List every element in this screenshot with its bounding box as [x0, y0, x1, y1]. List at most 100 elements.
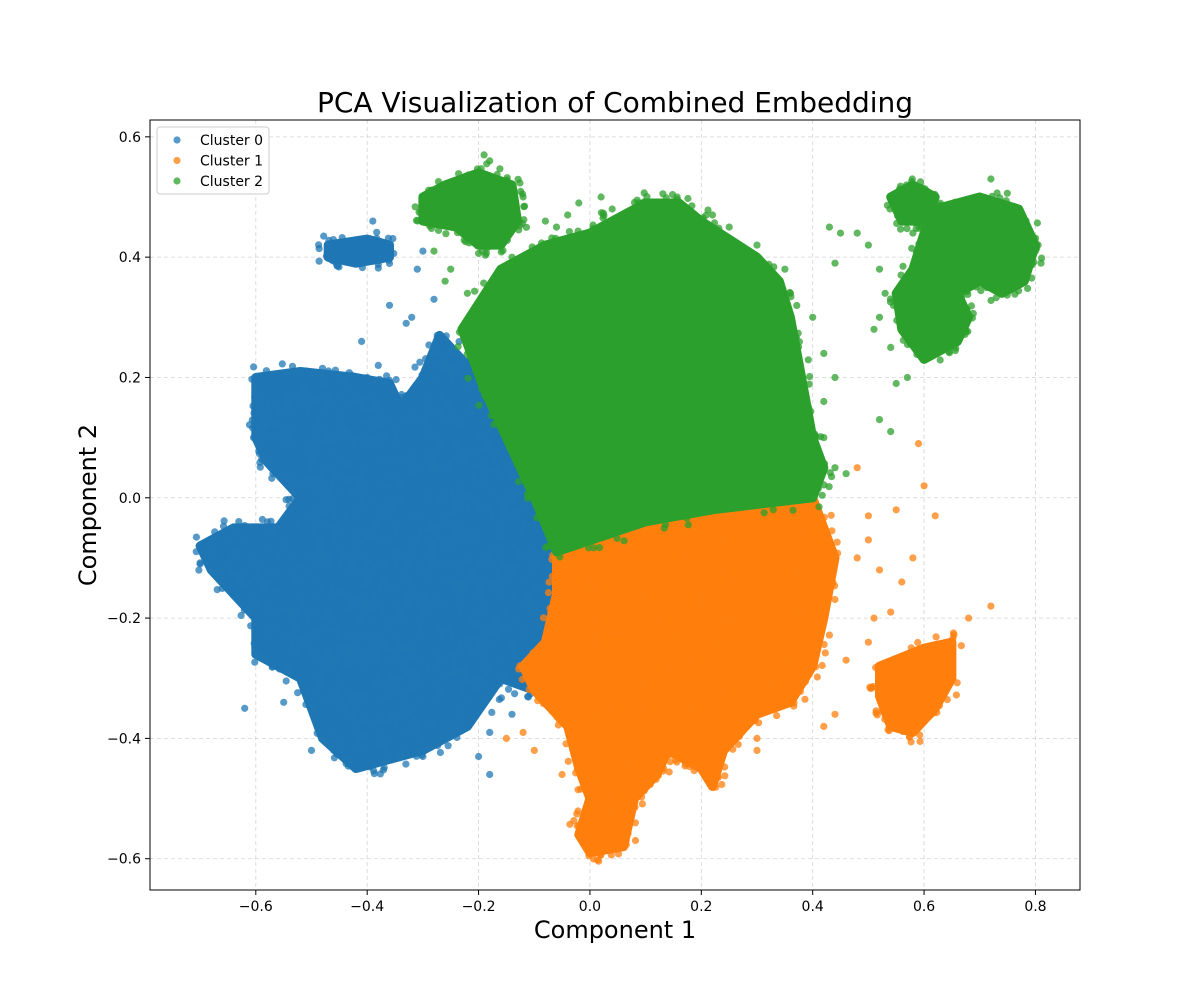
data-point: [332, 568, 340, 576]
data-point: [440, 349, 448, 357]
data-point: [525, 579, 534, 587]
data-point: [506, 675, 514, 683]
data-point: [351, 680, 359, 688]
data-point: [358, 577, 366, 585]
data-point: [472, 693, 480, 702]
data-point: [610, 720, 618, 728]
data-point: [401, 513, 409, 521]
data-point: [377, 470, 385, 478]
data-point: [373, 667, 382, 675]
data-point: [445, 501, 454, 509]
data-point: [369, 510, 377, 518]
data-point: [322, 730, 330, 738]
data-point: [721, 715, 729, 723]
data-point: [426, 403, 434, 411]
data-point: [384, 234, 392, 242]
data-point: [384, 611, 392, 619]
data-point: [275, 522, 283, 530]
data-point: [400, 444, 408, 452]
data-point: [515, 596, 523, 604]
data-point: [380, 509, 388, 517]
data-point: [256, 443, 264, 451]
data-point: [805, 578, 813, 587]
data-point: [196, 560, 204, 568]
data-point: [280, 420, 289, 428]
data-point: [364, 525, 372, 533]
data-point: [343, 655, 351, 664]
data-point: [627, 678, 635, 686]
data-point: [408, 550, 416, 558]
data-point: [500, 599, 508, 607]
data-point: [392, 707, 401, 715]
data-point: [278, 458, 286, 466]
data-point: [456, 694, 464, 702]
data-point: [289, 436, 297, 444]
data-point: [700, 613, 708, 621]
data-point: [387, 554, 395, 562]
data-point: [467, 639, 475, 647]
data-point: [296, 475, 304, 483]
data-point: [303, 393, 311, 401]
data-point: [215, 538, 223, 546]
data-point: [374, 392, 382, 400]
data-point: [409, 557, 417, 566]
data-point: [438, 712, 446, 720]
data-point: [439, 729, 447, 737]
data-point: [617, 736, 625, 745]
data-point: [358, 337, 366, 345]
data-point: [308, 432, 316, 440]
data-point: [318, 402, 326, 410]
data-point: [262, 367, 270, 375]
data-point: [471, 386, 480, 394]
data-point: [297, 546, 305, 554]
data-point: [530, 626, 538, 634]
data-point: [495, 457, 503, 465]
data-point: [384, 722, 392, 730]
data-point: [432, 413, 440, 421]
data-point: [315, 245, 323, 253]
data-point: [364, 710, 372, 719]
data-point: [266, 535, 274, 543]
data-point: [299, 672, 307, 681]
data-point: [241, 522, 249, 530]
data-point: [357, 695, 366, 703]
data-point: [417, 646, 425, 655]
data-point: [452, 605, 460, 613]
data-point: [404, 747, 412, 755]
data-point: [669, 626, 677, 634]
data-point: [348, 372, 356, 380]
data-point: [215, 573, 223, 581]
data-point: [363, 624, 371, 633]
data-point: [237, 587, 245, 596]
data-point: [404, 692, 412, 700]
data-point: [336, 378, 344, 386]
data-point: [248, 598, 256, 607]
data-point: [192, 548, 200, 556]
data-point: [774, 650, 782, 658]
data-point: [508, 710, 516, 718]
data-point: [369, 652, 377, 660]
data-point: [295, 467, 303, 475]
data-point: [755, 609, 763, 617]
data-point: [534, 543, 543, 551]
data-point: [491, 439, 499, 447]
data-point: [400, 470, 408, 478]
data-point: [338, 234, 346, 242]
data-point: [501, 522, 509, 530]
data-point: [310, 577, 318, 585]
data-point: [472, 456, 480, 464]
data-point: [230, 560, 238, 568]
data-point: [601, 658, 609, 667]
data-point: [341, 725, 349, 734]
data-point: [285, 502, 293, 510]
data-point: [469, 582, 477, 590]
data-point: [316, 607, 324, 615]
data-point: [418, 716, 426, 724]
data-point: [807, 624, 815, 632]
data-point: [485, 529, 493, 538]
data-point: [476, 703, 484, 711]
data-point: [486, 586, 494, 594]
data-point: [677, 713, 685, 721]
data-point: [273, 451, 281, 459]
data-point: [313, 637, 322, 645]
